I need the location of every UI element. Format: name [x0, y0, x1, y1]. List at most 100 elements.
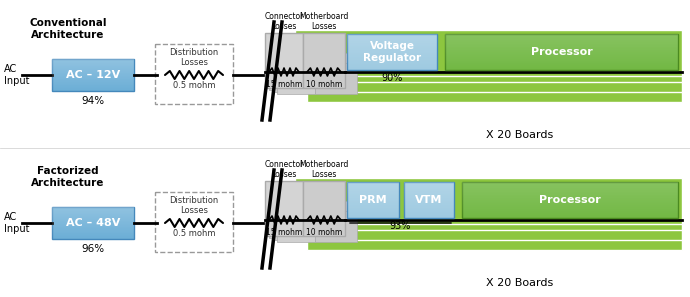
Text: AC
Input: AC Input: [4, 212, 30, 234]
Bar: [347, 50, 437, 51]
Bar: [347, 201, 399, 202]
Bar: [347, 202, 399, 203]
Bar: [347, 212, 399, 213]
Bar: [52, 216, 134, 217]
Bar: [265, 181, 303, 236]
Bar: [404, 213, 454, 214]
Bar: [462, 197, 678, 198]
Bar: [404, 212, 454, 213]
Bar: [445, 50, 678, 51]
Text: Voltage
Regulator: Voltage Regulator: [363, 41, 421, 63]
Bar: [347, 187, 399, 188]
Bar: [52, 238, 134, 239]
Bar: [347, 51, 437, 52]
Bar: [445, 62, 678, 63]
Bar: [347, 188, 399, 189]
Bar: [445, 53, 678, 54]
Bar: [299, 188, 682, 230]
Bar: [52, 233, 134, 234]
Bar: [347, 38, 437, 39]
Bar: [52, 73, 134, 74]
Text: X 20 Boards: X 20 Boards: [486, 278, 553, 288]
Bar: [445, 49, 678, 50]
Bar: [52, 211, 134, 212]
Bar: [462, 205, 678, 206]
Bar: [445, 51, 678, 52]
Bar: [462, 215, 678, 216]
Bar: [445, 36, 678, 37]
Bar: [347, 189, 399, 190]
Bar: [445, 60, 678, 61]
Bar: [445, 58, 678, 59]
Bar: [155, 44, 233, 104]
Bar: [404, 210, 454, 211]
Bar: [52, 221, 134, 222]
Bar: [445, 54, 678, 55]
Bar: [347, 198, 399, 199]
Bar: [404, 191, 454, 192]
Bar: [265, 33, 303, 88]
Bar: [462, 207, 678, 208]
Bar: [347, 211, 399, 212]
Bar: [462, 208, 678, 209]
Bar: [52, 207, 134, 208]
Text: Processor: Processor: [531, 47, 593, 57]
Bar: [52, 60, 134, 61]
Bar: [347, 62, 437, 63]
Bar: [315, 211, 357, 242]
Bar: [347, 182, 399, 183]
Bar: [52, 83, 134, 84]
Text: 94%: 94%: [81, 96, 105, 106]
Bar: [277, 211, 315, 242]
Bar: [52, 71, 134, 72]
Bar: [347, 39, 437, 40]
Bar: [404, 201, 454, 202]
Text: PRM: PRM: [359, 195, 387, 205]
Bar: [347, 61, 437, 62]
Bar: [52, 228, 134, 229]
Bar: [347, 200, 399, 201]
Bar: [347, 69, 437, 70]
Bar: [462, 191, 678, 192]
Bar: [52, 234, 134, 235]
Bar: [347, 36, 437, 37]
Bar: [52, 61, 134, 62]
Bar: [52, 88, 134, 89]
Bar: [462, 199, 678, 200]
Bar: [52, 85, 134, 86]
Bar: [445, 37, 678, 38]
Bar: [404, 216, 454, 217]
Bar: [269, 43, 307, 90]
Bar: [52, 90, 134, 91]
Bar: [462, 210, 678, 211]
Bar: [445, 59, 678, 60]
Bar: [347, 213, 399, 214]
Bar: [52, 215, 134, 216]
Text: Motherboard
Losses: Motherboard Losses: [299, 159, 348, 179]
Bar: [445, 40, 678, 41]
Bar: [347, 41, 437, 42]
Text: Connector
Losses: Connector Losses: [264, 159, 304, 179]
Bar: [404, 186, 454, 187]
Bar: [404, 196, 454, 197]
Bar: [404, 206, 454, 207]
Bar: [347, 209, 399, 210]
Bar: [462, 204, 678, 205]
Bar: [445, 56, 678, 57]
Bar: [347, 207, 399, 208]
Bar: [404, 185, 454, 186]
Bar: [462, 185, 678, 186]
Bar: [347, 182, 399, 218]
Bar: [52, 67, 134, 68]
Bar: [52, 209, 134, 210]
Bar: [462, 209, 678, 210]
Bar: [52, 66, 134, 67]
Text: 15 mohm: 15 mohm: [266, 228, 302, 237]
Bar: [347, 35, 437, 36]
Bar: [404, 183, 454, 184]
Bar: [52, 70, 134, 71]
Bar: [52, 225, 134, 226]
Bar: [295, 30, 682, 76]
Bar: [404, 195, 454, 196]
Bar: [445, 47, 678, 48]
